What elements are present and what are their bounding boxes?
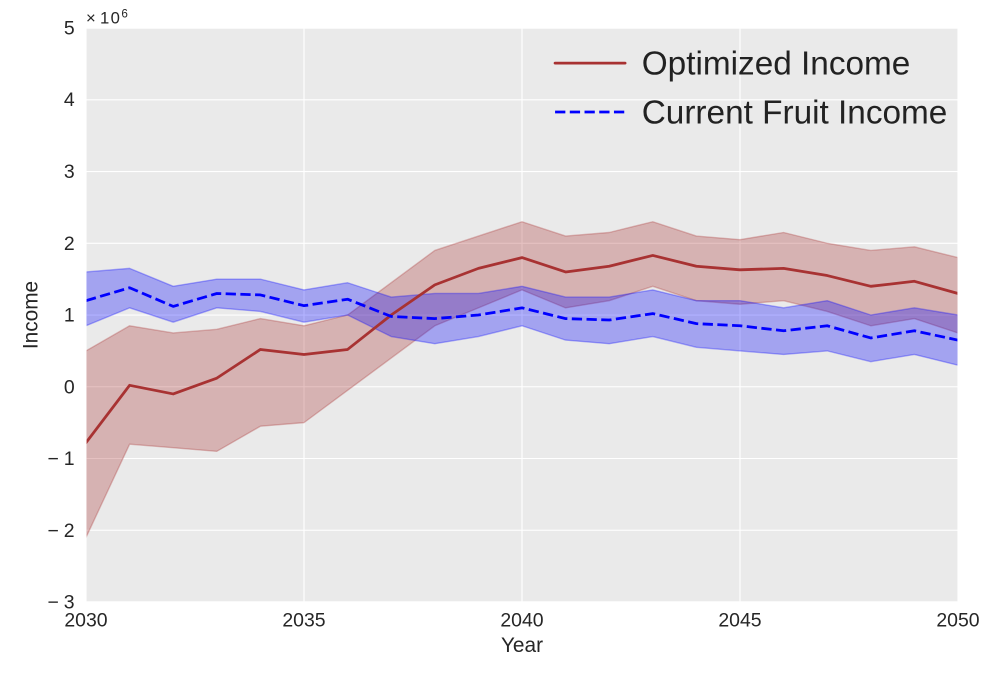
- svg-text:2045: 2045: [718, 609, 761, 631]
- svg-text:Current Fruit Income: Current Fruit Income: [642, 95, 948, 132]
- svg-text:Year: Year: [501, 634, 543, 657]
- svg-text:3: 3: [64, 161, 75, 183]
- svg-text:Income: Income: [20, 281, 43, 349]
- svg-text:2040: 2040: [500, 609, 543, 631]
- svg-text:2035: 2035: [282, 609, 325, 631]
- svg-text:1: 1: [64, 304, 75, 326]
- svg-text:− 3: − 3: [48, 589, 75, 614]
- svg-text:− 2: − 2: [48, 517, 75, 542]
- svg-text:5: 5: [64, 17, 75, 39]
- svg-text:0: 0: [64, 376, 75, 398]
- svg-text:− 1: − 1: [48, 445, 75, 470]
- svg-text:4: 4: [64, 89, 75, 111]
- svg-text:2: 2: [64, 233, 75, 255]
- svg-text:2050: 2050: [936, 609, 979, 631]
- svg-text:Optimized Income: Optimized Income: [642, 46, 911, 83]
